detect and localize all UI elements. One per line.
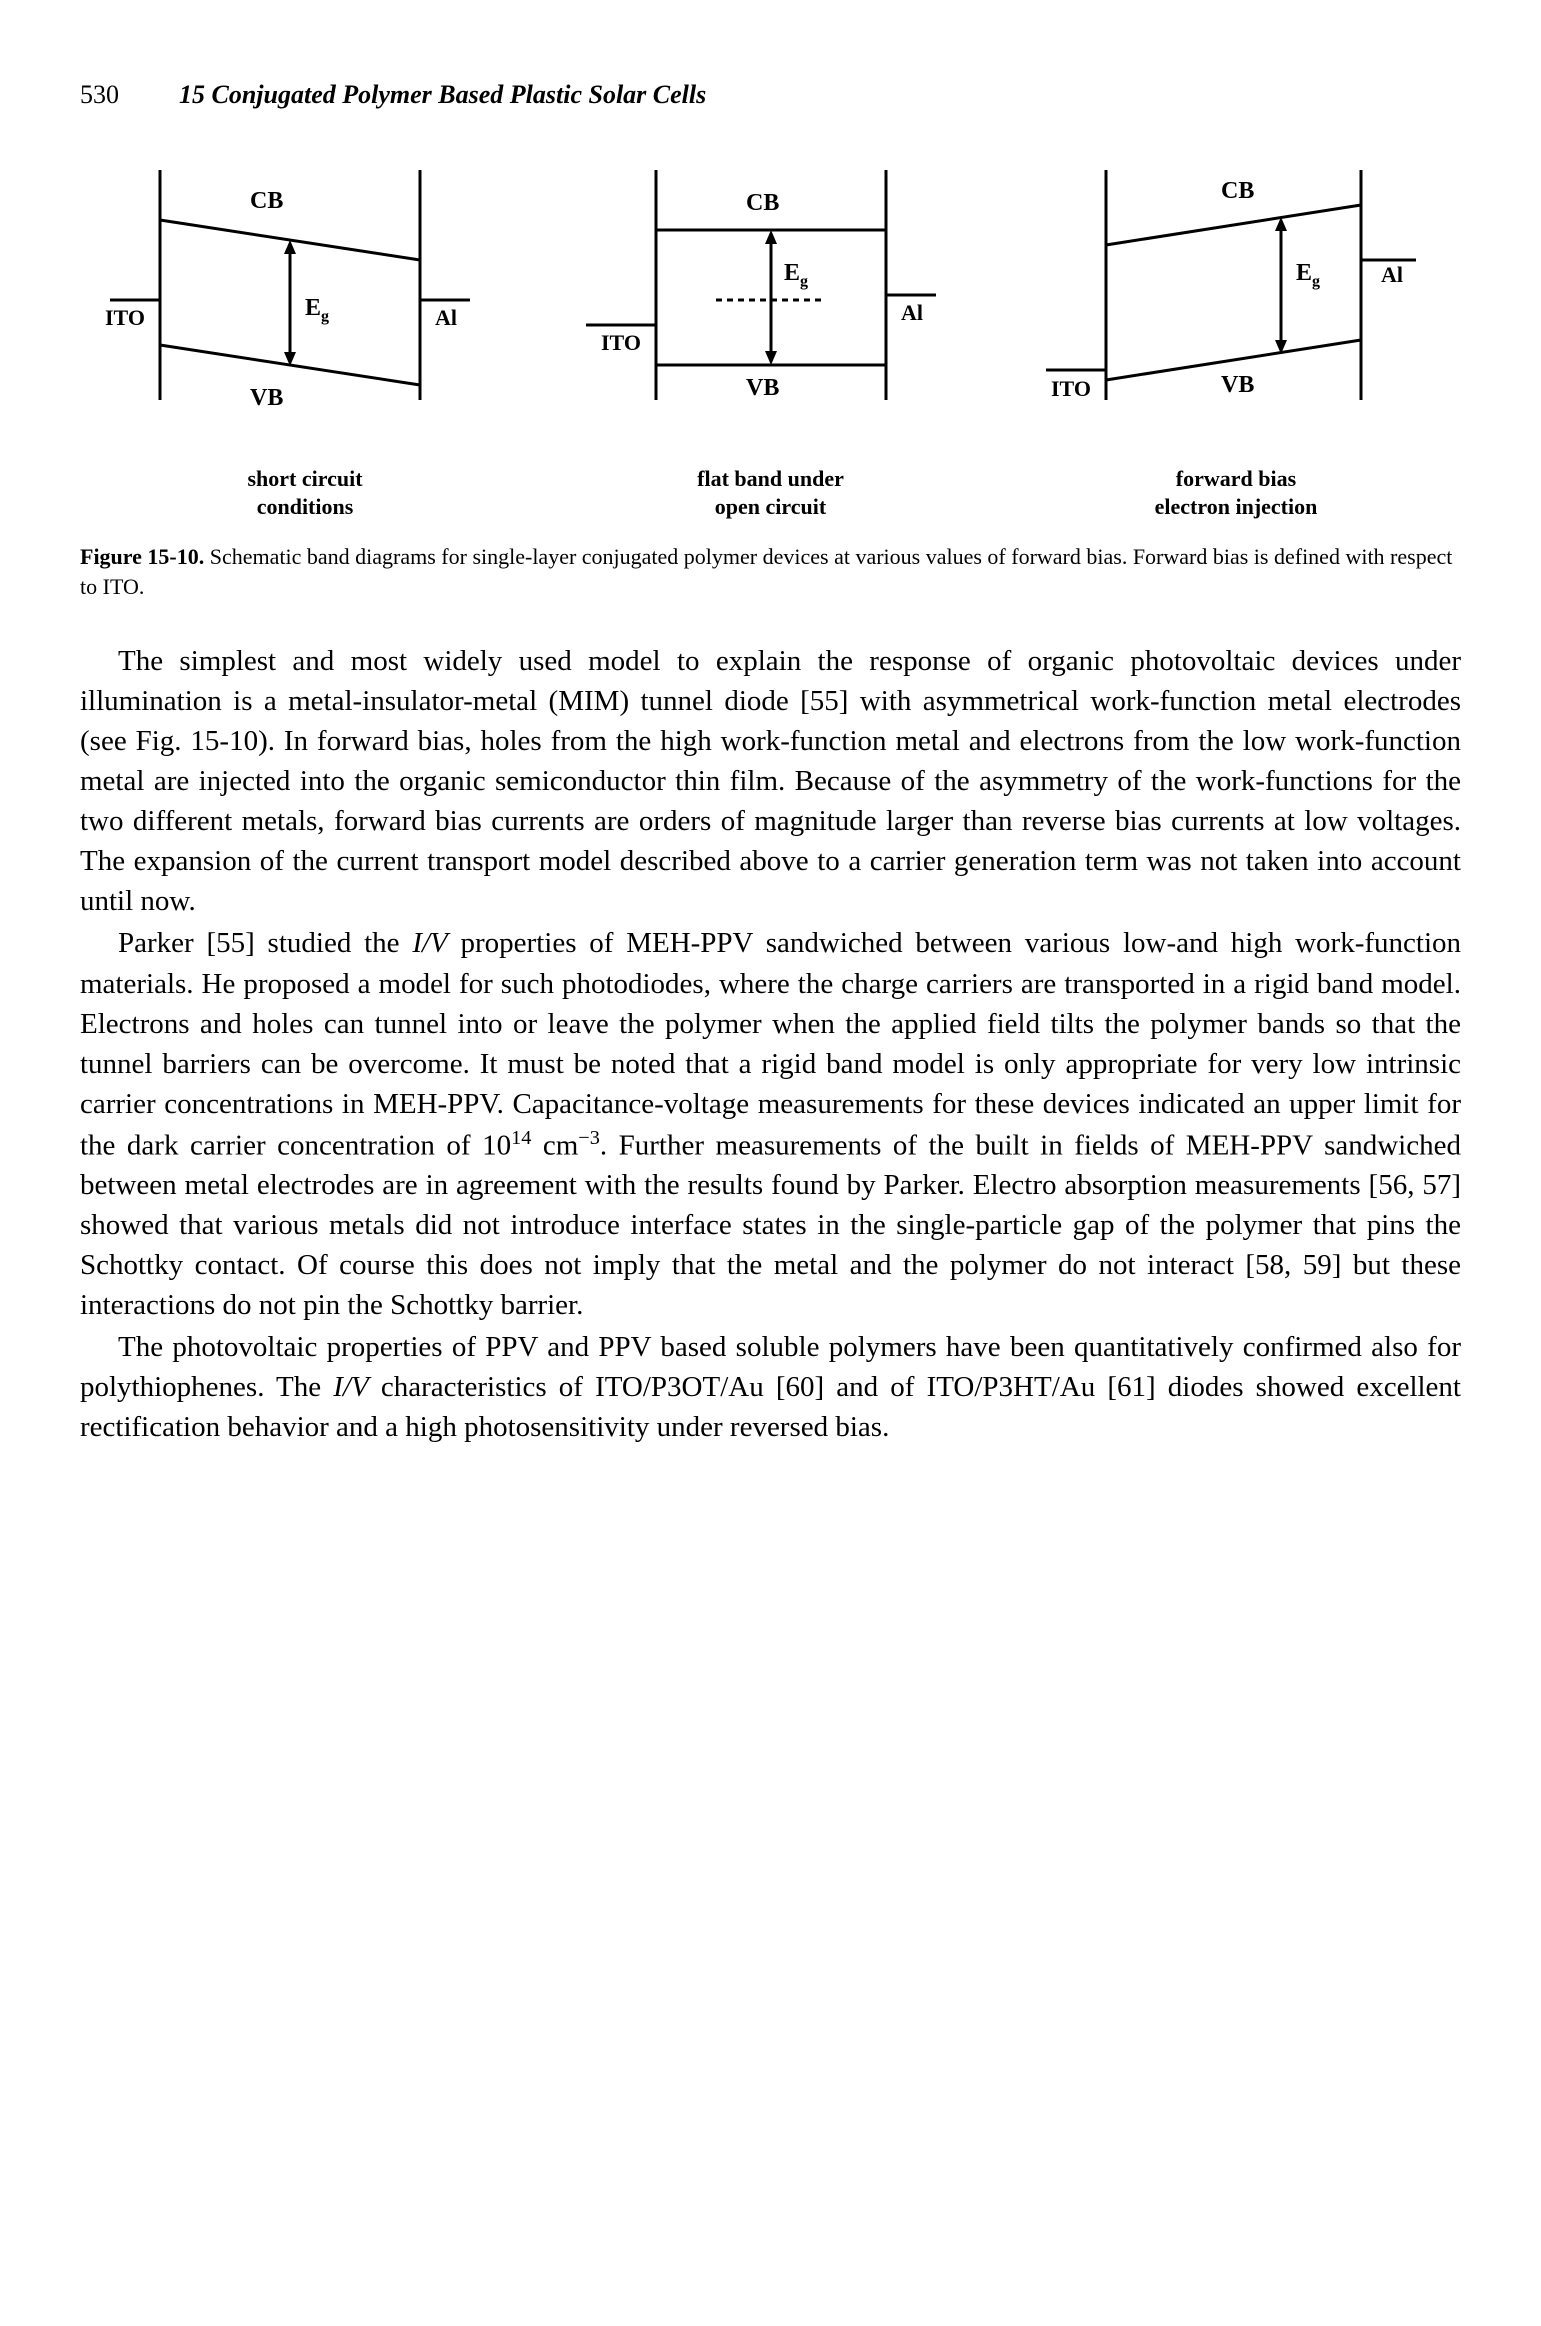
ito-label: ITO bbox=[1051, 376, 1091, 401]
panel-caption: flat band under open circuit bbox=[556, 465, 986, 520]
paragraph-1: The simplest and most widely used model … bbox=[80, 641, 1461, 921]
p2-exponent: 14 bbox=[511, 1127, 531, 1149]
al-label: Al bbox=[435, 305, 457, 330]
cb-label: CB bbox=[1221, 178, 1254, 204]
paragraph-2: Parker [55] studied the I/V properties o… bbox=[80, 923, 1461, 1325]
eg-label: Eg bbox=[784, 260, 808, 290]
panel-short-circuit: CB Eg VB ITO Al short circuit conditions bbox=[90, 150, 520, 520]
iv-term: I/V bbox=[333, 1371, 368, 1403]
caption-line2: conditions bbox=[257, 494, 354, 519]
figure-caption: Figure 15-10. Schematic band diagrams fo… bbox=[80, 542, 1461, 601]
figure-panels: CB Eg VB ITO Al short circuit conditions bbox=[80, 150, 1461, 520]
figure-number: Figure 15-10. bbox=[80, 544, 204, 569]
p2-text-a: Parker [55] studied the bbox=[118, 927, 412, 959]
ito-label: ITO bbox=[105, 305, 145, 330]
caption-line2: open circuit bbox=[715, 494, 826, 519]
band-diagram-flat-band: CB Eg VB ITO Al bbox=[556, 150, 986, 410]
al-label: Al bbox=[901, 300, 923, 325]
eg-label: Eg bbox=[305, 295, 329, 325]
vb-label: VB bbox=[1221, 372, 1254, 398]
al-label: Al bbox=[1381, 262, 1403, 287]
p2-unit-exp: −3 bbox=[578, 1127, 600, 1149]
caption-line2: electron injection bbox=[1155, 494, 1318, 519]
body-text: The simplest and most widely used model … bbox=[80, 641, 1461, 1447]
eg-label: Eg bbox=[1296, 260, 1320, 290]
ito-label: ITO bbox=[601, 330, 641, 355]
band-diagram-short-circuit: CB Eg VB ITO Al bbox=[90, 150, 520, 410]
panel-caption: forward bias electron injection bbox=[1021, 465, 1451, 520]
p2-unit: cm bbox=[531, 1129, 578, 1161]
page-number: 530 bbox=[80, 80, 119, 110]
iv-term: I/V bbox=[412, 927, 447, 959]
caption-line1: flat band under bbox=[697, 466, 844, 491]
panel-flat-band: CB Eg VB ITO Al flat band under open cir… bbox=[556, 150, 986, 520]
panel-caption: short circuit conditions bbox=[90, 465, 520, 520]
vb-label: VB bbox=[250, 385, 283, 410]
p2-text-b: properties of MEH-PPV sandwiched between… bbox=[80, 927, 1461, 1161]
paragraph-3: The photovoltaic properties of PPV and P… bbox=[80, 1327, 1461, 1447]
running-title: 15 Conjugated Polymer Based Plastic Sola… bbox=[179, 80, 706, 110]
p1-text: The simplest and most widely used model … bbox=[80, 645, 1461, 917]
figure-caption-text: Schematic band diagrams for single-layer… bbox=[80, 544, 1452, 599]
band-diagram-forward-bias: CB Eg VB ITO Al bbox=[1021, 150, 1451, 410]
caption-line1: short circuit bbox=[247, 466, 362, 491]
cb-label: CB bbox=[746, 190, 779, 216]
panel-forward-bias: CB Eg VB ITO Al forward bias electron in… bbox=[1021, 150, 1451, 520]
vb-label: VB bbox=[746, 375, 779, 401]
cb-label: CB bbox=[250, 188, 283, 214]
running-header: 530 15 Conjugated Polymer Based Plastic … bbox=[80, 80, 1461, 110]
caption-line1: forward bias bbox=[1176, 466, 1296, 491]
